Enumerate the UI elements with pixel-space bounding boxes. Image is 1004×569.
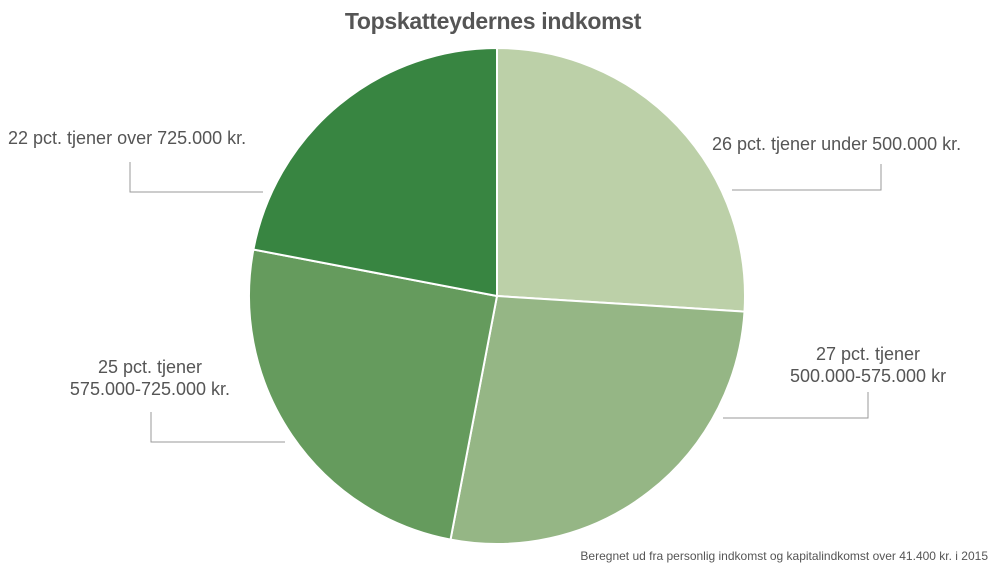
leader-line-over-725000 — [129, 162, 263, 193]
source-note: Beregnet ud fra personlig indkomst og ka… — [580, 549, 988, 563]
slice-label-500000-575000-line2: 500.000-575.000 kr — [789, 366, 947, 386]
slice-label-500000-575000: 27 pct. tjener 500.000-575.000 kr — [768, 343, 968, 387]
slice-label-575000-725000-line2: 575.000-725.000 kr. — [69, 379, 231, 399]
chart-title: Topskatteydernes indkomst — [344, 8, 642, 34]
slice-label-over-725000-text: 22 pct. tjener over 725.000 kr. — [8, 128, 247, 148]
leader-line-575000-725000 — [150, 412, 285, 443]
pie-slice-4 — [252, 47, 498, 297]
slice-label-under-500000-text: 26 pct. tjener under 500.000 kr. — [712, 134, 962, 154]
leader-lines — [129, 162, 882, 443]
slice-label-under-500000: 26 pct. tjener under 500.000 kr. — [712, 133, 961, 155]
pie-slice-2 — [449, 295, 746, 545]
slice-label-over-725000: 22 pct. tjener over 725.000 kr. — [8, 127, 246, 149]
leader-line-under-500000 — [732, 164, 882, 191]
pie-slices — [248, 47, 746, 545]
pie-slice-1 — [496, 47, 746, 313]
slice-label-500000-575000-line1: 27 pct. tjener — [815, 344, 921, 364]
slice-label-575000-725000-line1: 25 pct. tjener — [97, 357, 203, 377]
pie-slice-3 — [248, 248, 498, 541]
leader-line-500000-575000 — [723, 392, 869, 419]
slice-label-575000-725000: 25 pct. tjener 575.000-725.000 kr. — [50, 356, 250, 400]
